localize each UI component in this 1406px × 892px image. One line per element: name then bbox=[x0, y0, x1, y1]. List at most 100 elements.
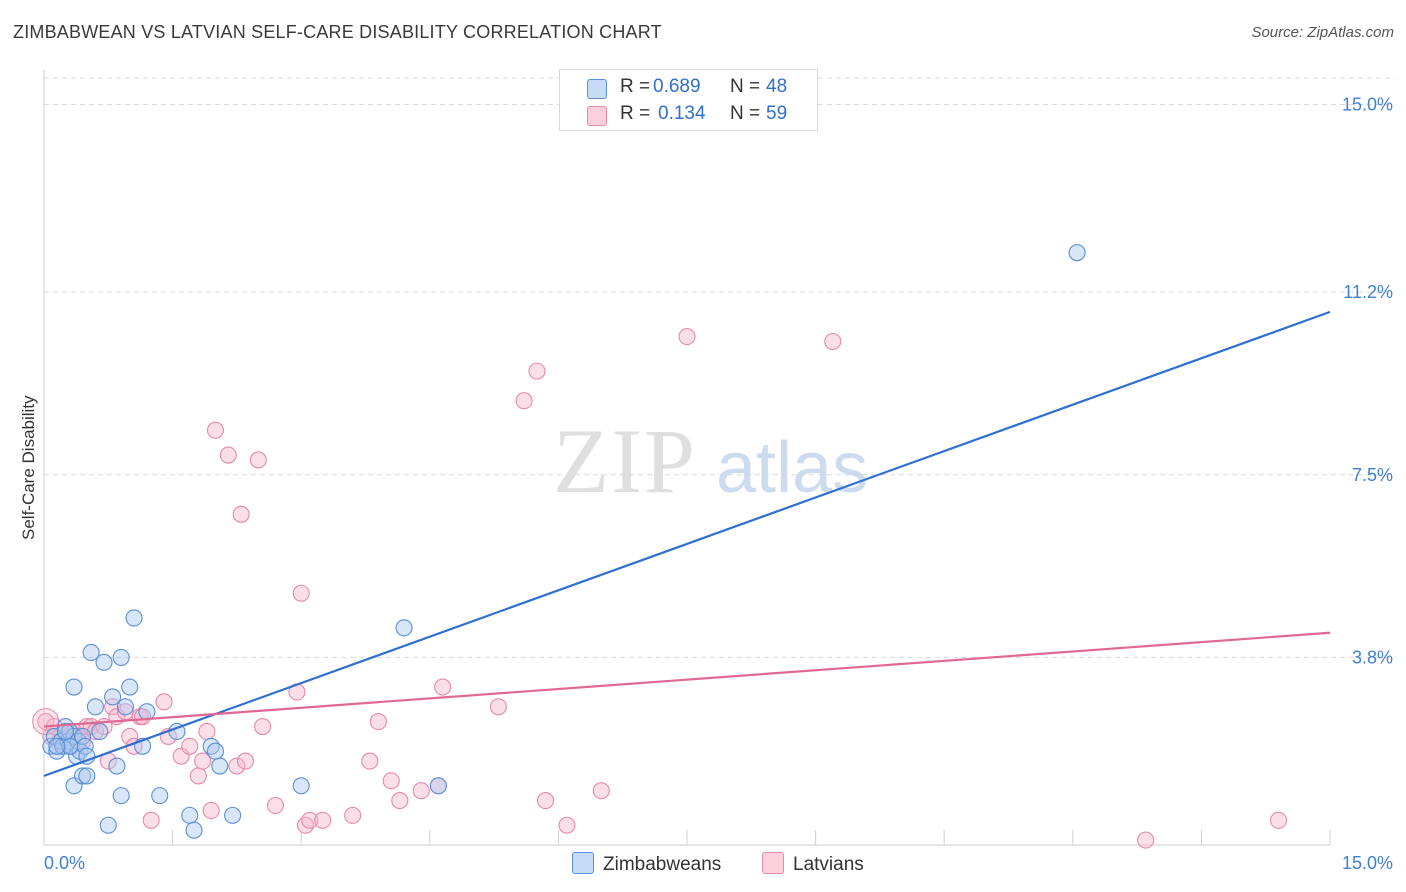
series-legend-latvians[interactable]: Latvians bbox=[762, 852, 864, 876]
latvians-point-31 bbox=[206, 421, 225, 439]
zimbabweans-point-4 bbox=[54, 737, 72, 755]
zimbabweans-point-38 bbox=[65, 777, 83, 795]
zimbabweans-point-19 bbox=[95, 653, 113, 671]
x-tick-label-min: 0.0% bbox=[44, 853, 85, 873]
legend-r-label: R = bbox=[620, 103, 651, 124]
x-tick-label-max: 15.0% bbox=[1342, 853, 1393, 873]
latvians-point-40 bbox=[292, 584, 310, 602]
latvians-point-22 bbox=[142, 811, 160, 829]
latvians-point-43 bbox=[314, 811, 332, 829]
latvians-point-29 bbox=[198, 722, 216, 741]
zimbabweans-point-13 bbox=[74, 727, 92, 745]
zimbabweans-point-26 bbox=[125, 609, 143, 627]
legend-r-label: R = bbox=[620, 76, 651, 97]
zimbabweans-point-40 bbox=[78, 767, 96, 785]
chart-title: ZIMBABWEAN VS LATVIAN SELF-CARE DISABILI… bbox=[13, 22, 662, 42]
zimbabweans-point-36 bbox=[224, 806, 242, 824]
zimbabweans-points bbox=[42, 244, 1086, 839]
latvians-point-44 bbox=[344, 806, 362, 824]
series-label-zimbabweans: Zimbabweans bbox=[603, 854, 722, 875]
latvians-point-15 bbox=[104, 698, 122, 716]
zimbabweans-point-28 bbox=[138, 703, 156, 721]
series-legend-zimbabweans[interactable]: Zimbabweans bbox=[572, 852, 721, 876]
tick-labels: 3.8% 7.5% 11.2% 15.0% 0.0% 15.0% bbox=[44, 95, 1393, 873]
correlation-legend: R = 0.689 N = 48 R = 0.134 N = 59 bbox=[559, 69, 818, 131]
zimbabweans-point-23 bbox=[112, 648, 130, 666]
latvians-point-34 bbox=[232, 505, 250, 523]
legend-n-value: 59 bbox=[766, 103, 788, 124]
zimbabweans-point-22 bbox=[108, 757, 126, 775]
zimbabweans-point-21 bbox=[104, 688, 122, 706]
zimbabweans-trend-line bbox=[43, 310, 1331, 777]
latvians-point-52 bbox=[489, 698, 507, 716]
latvians-point-36 bbox=[249, 451, 267, 469]
zimbabweans-point-43 bbox=[56, 722, 74, 741]
legend-n-value: 48 bbox=[766, 76, 788, 97]
y-tick-label-2: 11.2% bbox=[1343, 282, 1393, 302]
latvians-point-57 bbox=[592, 782, 610, 800]
latvians-point-60 bbox=[1137, 831, 1155, 849]
latvians-point-35 bbox=[236, 752, 255, 770]
latvians-point-32 bbox=[219, 446, 237, 464]
latvians-point-61 bbox=[1270, 811, 1288, 829]
y-tick-label-1: 7.5% bbox=[1352, 465, 1393, 485]
zimbabweans-point-25 bbox=[121, 678, 139, 696]
latvians-point-27 bbox=[189, 767, 207, 785]
watermark-atlas: atlas bbox=[716, 428, 868, 508]
zimbabweans-point-39 bbox=[74, 767, 92, 785]
zimbabweans-point-20 bbox=[99, 816, 117, 834]
latvians-point-48 bbox=[391, 792, 409, 810]
latvians-point-49 bbox=[412, 782, 430, 800]
latvians-point-28 bbox=[194, 752, 212, 770]
source-credit: Source: ZipAtlas.com bbox=[1251, 24, 1394, 41]
latvians-trend-line bbox=[43, 631, 1331, 728]
latvians-point-59 bbox=[824, 332, 842, 351]
y-tick-label-0: 3.8% bbox=[1352, 647, 1393, 667]
latvians-point-47 bbox=[382, 772, 400, 790]
latvians-point-45 bbox=[361, 752, 379, 770]
watermark: ZIP atlas bbox=[553, 410, 868, 512]
latvians-point-46 bbox=[369, 713, 387, 731]
series-swatch-zimbabweans bbox=[572, 852, 594, 874]
zimbabweans-point-46 bbox=[395, 619, 413, 637]
latvians-point-26 bbox=[181, 737, 199, 755]
zimbabweans-point-47 bbox=[429, 777, 447, 795]
legend-swatch-zimbabweans bbox=[587, 79, 607, 99]
zimbabweans-point-17 bbox=[86, 698, 104, 716]
legend-row-zimbabweans: R = 0.689 N = 48 bbox=[560, 74, 817, 100]
latvians-point-58 bbox=[678, 328, 696, 346]
latvians-point-54 bbox=[528, 362, 546, 380]
latvians-point-25 bbox=[172, 747, 190, 765]
series-swatch-latvians bbox=[762, 852, 784, 874]
series-label-latvians: Latvians bbox=[793, 854, 864, 875]
latvians-point-55 bbox=[536, 792, 555, 810]
zimbabweans-point-44 bbox=[48, 737, 66, 755]
zimbabweans-point-35 bbox=[211, 757, 229, 775]
zimbabweans-point-29 bbox=[151, 787, 169, 805]
latvians-points bbox=[32, 328, 1288, 849]
latvians-point-33 bbox=[228, 757, 246, 775]
latvians-point-23 bbox=[155, 693, 173, 711]
latvians-point-51 bbox=[434, 678, 452, 696]
legend-r-value: 0.689 bbox=[653, 76, 701, 97]
zimbabweans-point-41 bbox=[112, 787, 130, 805]
y-tick-label-3: 15.0% bbox=[1342, 95, 1393, 115]
grid-lines bbox=[44, 77, 1395, 658]
latvians-point-37 bbox=[254, 717, 272, 736]
zimbabweans-point-34 bbox=[206, 742, 225, 760]
legend-n-label: N = bbox=[730, 76, 761, 97]
latvians-point-38 bbox=[266, 796, 285, 815]
latvians-point-30 bbox=[202, 801, 220, 819]
legend-swatch-latvians bbox=[587, 106, 607, 126]
zimbabweans-point-16 bbox=[82, 643, 100, 662]
zimbabweans-point-37 bbox=[65, 678, 83, 696]
legend-r-value: 0.134 bbox=[658, 103, 706, 124]
y-axis-label: Self-Care Disability bbox=[19, 395, 38, 540]
trend-lines bbox=[43, 310, 1331, 777]
latvians-point-53 bbox=[515, 392, 533, 410]
legend-n-label: N = bbox=[730, 103, 761, 124]
zimbabweans-point-45 bbox=[292, 777, 310, 795]
zimbabweans-point-32 bbox=[185, 821, 203, 839]
latvians-point-42 bbox=[301, 811, 319, 829]
